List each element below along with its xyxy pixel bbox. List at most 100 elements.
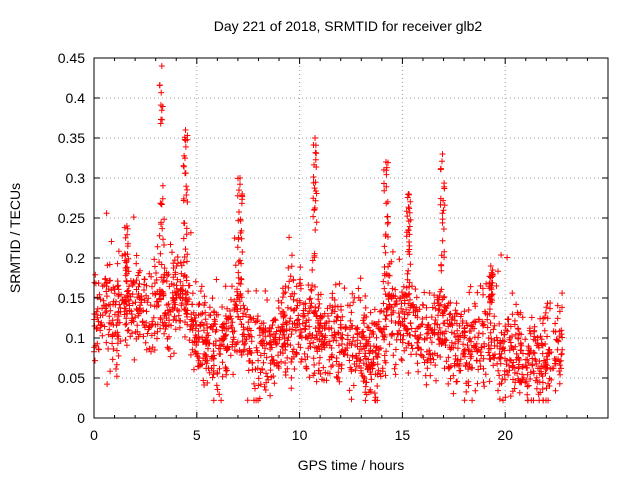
data-point (537, 333, 544, 340)
data-point (554, 315, 561, 322)
data-point (224, 344, 231, 351)
data-point (474, 347, 481, 354)
data-point (479, 330, 486, 337)
data-point (553, 336, 560, 343)
data-point (335, 375, 342, 381)
data-point (403, 306, 410, 313)
data-point (383, 305, 390, 312)
data-point (490, 326, 497, 333)
data-point (204, 379, 211, 386)
data-point (94, 314, 101, 321)
data-point (406, 209, 413, 216)
data-point (441, 254, 448, 261)
data-point (392, 371, 399, 378)
y-tick-label: 0.05 (58, 370, 85, 386)
data-point (195, 328, 202, 335)
data-point (406, 223, 413, 230)
data-point (400, 283, 407, 290)
data-point (290, 296, 297, 303)
data-point (416, 306, 423, 313)
data-point (111, 290, 118, 297)
data-point (236, 280, 242, 287)
data-point (136, 280, 143, 287)
data-point (367, 386, 374, 393)
data-point (381, 187, 388, 194)
data-point (160, 236, 166, 243)
data-point (288, 374, 295, 381)
data-point (437, 195, 444, 202)
data-point (212, 338, 219, 345)
data-point (211, 316, 218, 323)
data-point (320, 364, 327, 371)
data-point (187, 229, 194, 236)
data-point (408, 351, 414, 358)
data-point (176, 324, 183, 331)
data-point (237, 216, 244, 223)
data-point (398, 305, 405, 312)
data-point (312, 149, 319, 156)
data-point (149, 290, 156, 297)
data-point (122, 298, 129, 305)
data-point (320, 341, 327, 348)
data-point (301, 312, 308, 319)
data-point (506, 356, 513, 363)
data-point (418, 346, 425, 353)
data-point (203, 334, 210, 341)
data-point (312, 227, 319, 233)
data-point (551, 360, 558, 367)
data-point (363, 342, 370, 348)
data-point (106, 261, 113, 268)
data-point (385, 263, 392, 270)
data-point (547, 305, 553, 312)
data-point (399, 357, 405, 364)
data-point (354, 326, 361, 333)
data-point (429, 304, 436, 311)
data-point (555, 356, 562, 363)
data-point (236, 294, 242, 301)
data-point (98, 322, 105, 329)
data-point (183, 183, 190, 190)
data-point (219, 304, 226, 310)
data-point (307, 286, 314, 293)
data-point (202, 309, 209, 316)
data-point (302, 322, 309, 329)
data-point (539, 350, 546, 357)
data-point (539, 320, 546, 327)
data-point (95, 318, 102, 325)
data-point (322, 369, 329, 376)
data-point (445, 380, 452, 387)
data-point (439, 219, 446, 226)
data-point (381, 336, 388, 343)
data-point (396, 314, 403, 320)
data-point (170, 295, 177, 302)
data-point (297, 264, 304, 271)
data-point (146, 270, 153, 277)
data-point (209, 374, 216, 381)
data-point (272, 317, 279, 324)
data-point (285, 334, 292, 341)
data-point (169, 289, 176, 296)
data-point (453, 320, 460, 327)
data-point (109, 317, 116, 324)
data-point (182, 170, 189, 177)
data-point (321, 310, 328, 317)
data-point (465, 307, 472, 313)
data-point (395, 318, 402, 325)
data-point (326, 318, 333, 325)
data-point (413, 351, 420, 358)
data-point (223, 347, 230, 354)
data-point (486, 378, 493, 385)
data-point (177, 290, 184, 297)
data-point (471, 300, 478, 307)
data-point (244, 397, 251, 404)
data-point (178, 262, 185, 269)
data-point (488, 293, 495, 299)
data-point (380, 300, 387, 307)
data-point (382, 372, 389, 379)
data-point (406, 296, 413, 303)
data-point (356, 350, 363, 357)
data-point (353, 363, 360, 370)
data-point (237, 257, 243, 264)
data-point (383, 159, 389, 165)
data-point (333, 355, 340, 361)
